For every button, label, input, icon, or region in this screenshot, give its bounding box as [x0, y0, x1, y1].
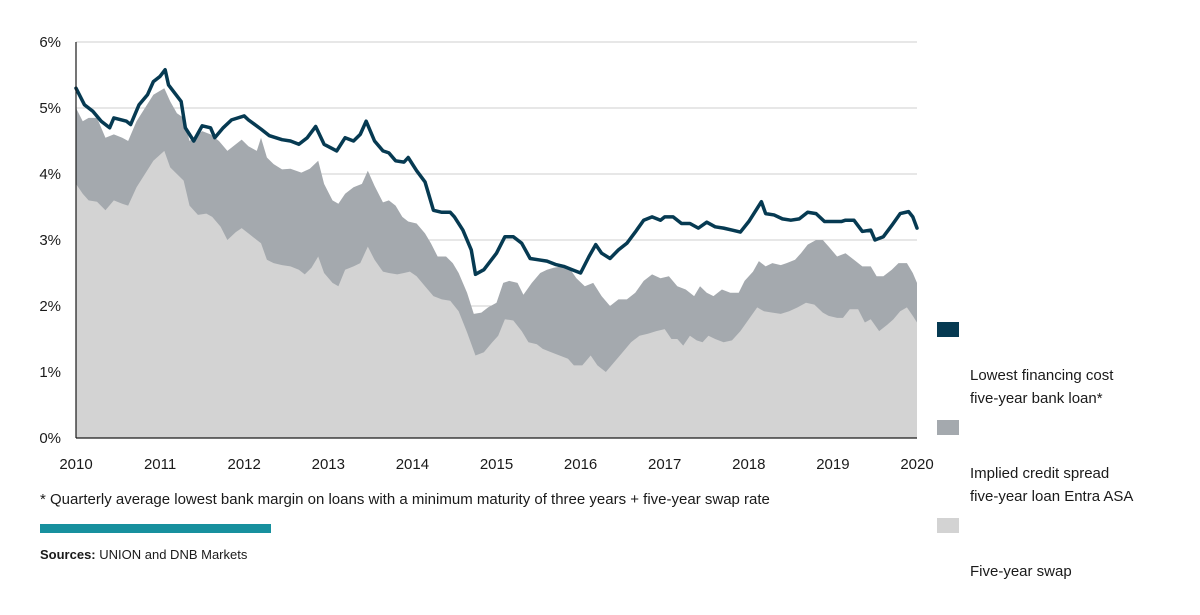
legend-item-financing-cost: Lowest financing cost five-year bank loa…: [937, 318, 1187, 410]
legend: Lowest financing cost five-year bank loa…: [937, 318, 1187, 589]
plot-area: [74, 67, 919, 438]
legend-item-swap: Five-year swap: [937, 514, 1187, 583]
y-tick-label-6: 6%: [39, 34, 61, 51]
y-axis-ticks: 0% 1% 2% 3% 4% 5% 6%: [39, 34, 61, 447]
x-tick-label-4: 2014: [396, 456, 429, 473]
sources-text: UNION and DNB Markets: [95, 547, 248, 562]
sources: Sources: UNION and DNB Markets: [40, 547, 247, 562]
legend-item-credit-spread: Implied credit spread five-year loan Ent…: [937, 416, 1187, 508]
x-tick-label-7: 2017: [648, 456, 681, 473]
x-tick-label-3: 2013: [312, 456, 345, 473]
axes: [75, 42, 917, 439]
y-tick-label-5: 5%: [39, 100, 61, 117]
footnote: * Quarterly average lowest bank margin o…: [40, 491, 770, 508]
y-tick-label-4: 4%: [39, 166, 61, 183]
legend-swatch-swap: [937, 518, 959, 533]
x-tick-label-2: 2012: [228, 456, 261, 473]
y-tick-label-2: 2%: [39, 298, 61, 315]
legend-label-credit-spread: Implied credit spread five-year loan Ent…: [970, 465, 1134, 505]
x-tick-label-1: 2011: [144, 456, 176, 473]
x-tick-label-6: 2016: [564, 456, 597, 473]
accent-bar: [40, 524, 271, 533]
y-tick-label-1: 1%: [39, 364, 61, 381]
legend-label-financing-cost: Lowest financing cost five-year bank loa…: [970, 367, 1114, 407]
legend-label-swap: Five-year swap: [970, 563, 1072, 580]
x-tick-label-5: 2015: [480, 456, 513, 473]
legend-swatch-credit-spread: [937, 420, 959, 435]
financing-cost-line: [74, 67, 919, 277]
x-tick-label-0: 2010: [59, 456, 92, 473]
chart: 0%1%2%3%4%5%6% 2010 2011 2012 2013 2014 2015 2…: [39, 34, 933, 473]
x-tick-label-9: 2019: [816, 456, 849, 473]
sources-label: Sources:: [40, 547, 96, 562]
y-tick-label-3: 3%: [39, 232, 61, 249]
swap-area: [76, 150, 917, 438]
x-axis-ticks: 2010 2011 2012 2013 2014 2015 2016 2017 2018 2019…: [59, 456, 933, 473]
legend-swatch-financing-cost: [937, 322, 959, 337]
x-tick-label-10: 2020: [900, 456, 933, 473]
y-tick-label-0: 0%: [39, 430, 61, 447]
x-tick-label-8: 2018: [732, 456, 765, 473]
